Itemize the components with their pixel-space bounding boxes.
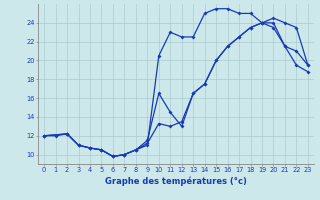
X-axis label: Graphe des températures (°c): Graphe des températures (°c) [105,176,247,186]
